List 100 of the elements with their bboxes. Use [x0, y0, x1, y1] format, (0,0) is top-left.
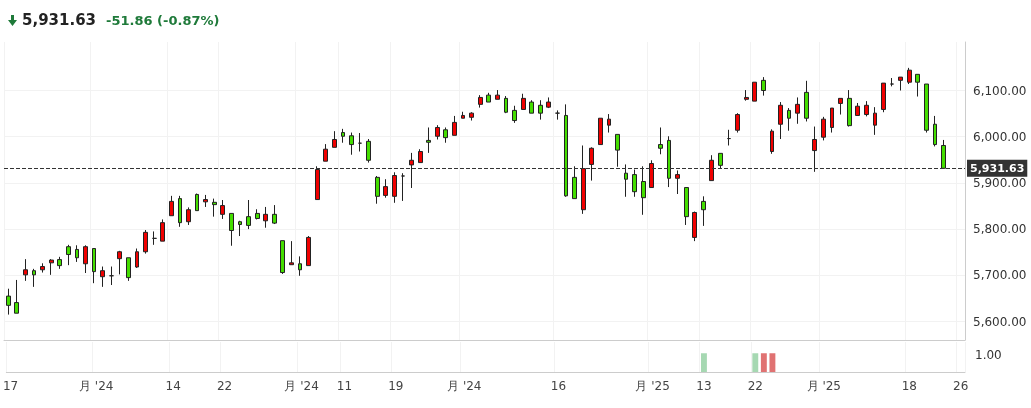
candlestick	[126, 257, 131, 282]
candlestick	[761, 76, 766, 97]
candlestick	[787, 107, 791, 132]
y-tick-label: 5,800.00	[973, 222, 1027, 237]
candlestick	[83, 244, 88, 274]
candlestick	[392, 171, 397, 204]
candlestick	[624, 163, 628, 198]
candlestick	[6, 288, 11, 316]
candlestick	[66, 244, 71, 266]
candlestick	[873, 106, 877, 136]
candlestick	[75, 244, 79, 263]
candlestick	[306, 235, 311, 267]
candlestick	[924, 83, 929, 134]
candlestick	[632, 169, 637, 198]
candlestick	[178, 195, 182, 228]
candlestick	[40, 262, 45, 274]
y-tick-label: 6,100.00	[973, 83, 1027, 98]
candlestick	[289, 240, 294, 266]
candlestick	[735, 112, 740, 134]
candlestick	[589, 146, 594, 182]
candlestick	[246, 199, 251, 230]
candlestick	[401, 172, 405, 202]
x-tick-label: 月 '25	[806, 379, 841, 393]
y-tick-label: 5,700.00	[973, 268, 1027, 283]
x-tick-label: 月 '24	[447, 379, 482, 393]
candlestick	[203, 194, 208, 208]
candlestick	[135, 248, 139, 269]
candlestick	[143, 229, 148, 255]
candlestick	[615, 133, 620, 168]
x-tick-label: 18	[901, 379, 917, 393]
candlestick	[23, 258, 28, 282]
candlestick	[358, 132, 362, 152]
candlestick	[709, 154, 714, 182]
candlestick	[315, 165, 320, 201]
candlestick	[160, 218, 165, 242]
y-tick-label: 5,600.00	[973, 314, 1027, 329]
candlestick	[504, 95, 508, 114]
x-tick-label: 16	[550, 379, 567, 393]
candlestick	[298, 255, 302, 277]
candlestick	[229, 212, 234, 247]
x-tick-label: 13	[696, 379, 712, 393]
candlestick	[649, 159, 654, 189]
candlestick	[186, 206, 191, 226]
candlestick	[915, 73, 920, 98]
candlestick	[658, 126, 663, 155]
candlestick	[727, 129, 731, 146]
candlestick	[57, 256, 62, 270]
x-tick-label: 月 '24	[284, 379, 319, 393]
x-tick-label: 22	[216, 379, 233, 393]
candlestick	[581, 144, 586, 215]
candlestick	[538, 99, 543, 121]
candlestick	[152, 230, 157, 246]
candlestick	[607, 113, 611, 134]
candlestick	[744, 89, 749, 102]
candlestick	[272, 204, 277, 225]
candlestick	[117, 250, 122, 275]
chart-subtitle: -51.86 (-0.87%)	[106, 12, 220, 28]
candlestick	[684, 187, 689, 226]
candlestick	[32, 268, 36, 288]
candlestick	[49, 258, 54, 276]
candlestick	[641, 165, 646, 216]
candlestick	[718, 152, 723, 169]
candlestick	[255, 208, 260, 220]
candlestick	[478, 94, 483, 109]
candlestick	[280, 240, 285, 275]
candlestick	[521, 93, 526, 110]
x-tick-label: 17	[2, 379, 19, 393]
candlestick	[212, 198, 217, 218]
candlestick	[443, 126, 448, 144]
candlestick	[195, 193, 199, 212]
candlestick	[598, 117, 603, 146]
x-tick-label: 22	[747, 379, 763, 393]
candlestick	[169, 195, 174, 217]
candlestick	[418, 148, 423, 164]
candlestick	[349, 132, 354, 156]
candlestick	[855, 102, 860, 116]
candlestick	[564, 103, 568, 198]
ref-line-label: 5,931.63	[970, 161, 1025, 175]
y-tick-label: 5,900.00	[973, 175, 1027, 190]
candlestick	[933, 115, 937, 147]
candlestick	[452, 115, 457, 136]
candlestick	[220, 199, 225, 220]
candlestick	[804, 80, 809, 122]
candlestick	[100, 266, 105, 288]
text: 1.00	[975, 348, 1002, 362]
x-tick-label: 19	[388, 379, 404, 393]
candlestick	[701, 195, 706, 227]
candlestick	[366, 138, 371, 164]
candlestick	[238, 220, 242, 237]
candlestick	[821, 116, 826, 141]
candlestick	[529, 99, 534, 114]
candlestick	[778, 101, 783, 140]
candlestick	[512, 105, 517, 124]
candlestick	[263, 206, 268, 229]
candlestick	[830, 107, 834, 134]
candlestick	[469, 111, 474, 122]
candlestick	[812, 126, 817, 173]
candlestick	[341, 128, 345, 144]
candlestick	[770, 128, 774, 155]
candlestick	[92, 248, 96, 284]
